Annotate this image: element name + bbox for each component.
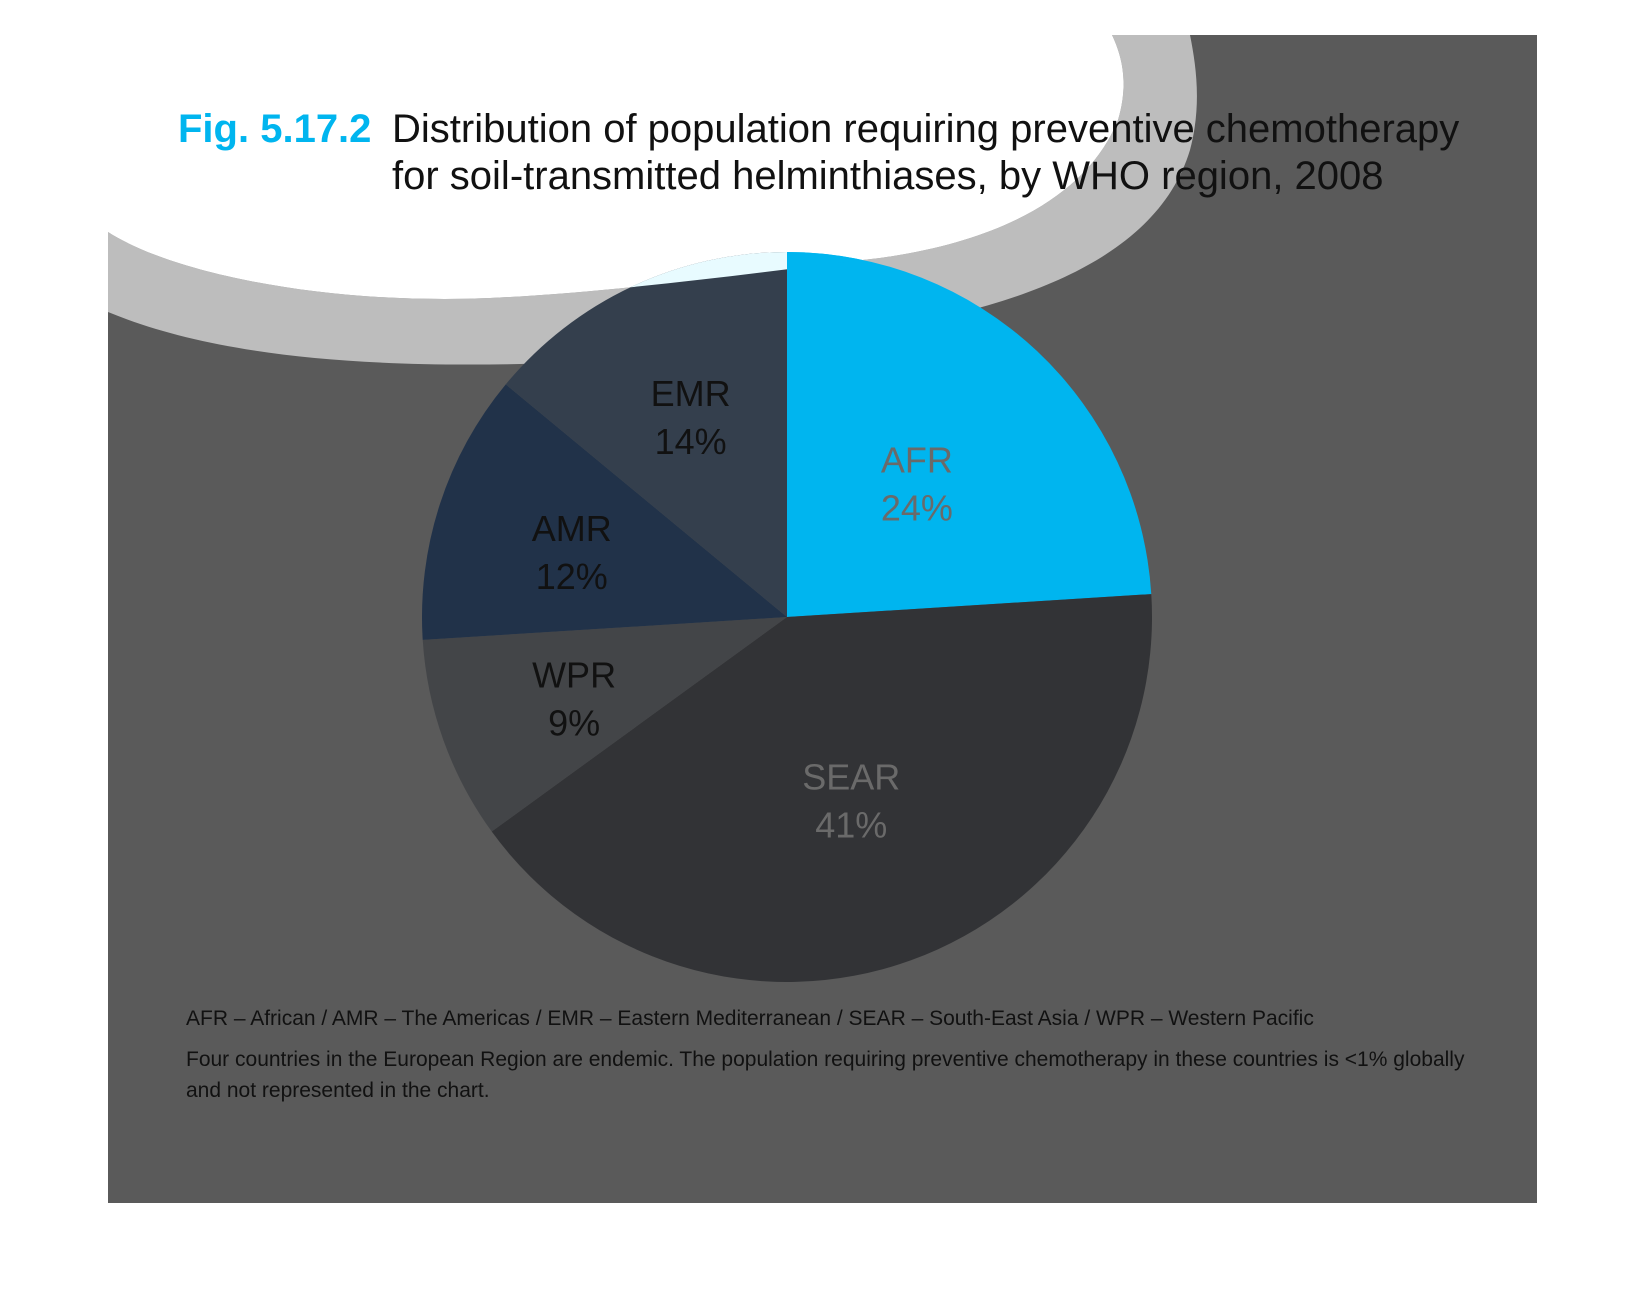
chart-title-line-1: Distribution of population requiring pre…	[392, 107, 1459, 151]
pie-chart: AFR 24% SEAR 41% WPR 9% AMR 12% EMR 14%	[422, 252, 1153, 983]
slice-value-amr: 12%	[536, 556, 608, 597]
cloud-shape	[0, 0, 1124, 299]
slice-label-emr: EMR	[651, 373, 731, 414]
slice-value-sear: 41%	[815, 805, 887, 846]
pie-slice-sear	[491, 594, 1153, 983]
pie-slice-amr	[422, 384, 787, 640]
region-legend: AFR – African / AMR – The Americas / EMR…	[186, 1007, 1314, 1030]
pie-slice-wpr	[422, 617, 787, 832]
europe-note-line-1: Four countries in the European Region ar…	[186, 1048, 1465, 1071]
slice-label-amr: AMR	[532, 508, 612, 549]
slice-value-wpr: 9%	[548, 703, 600, 744]
slice-value-afr: 24%	[881, 488, 953, 529]
slice-label-wpr: WPR	[532, 655, 616, 696]
pie-slice-afr	[787, 252, 1152, 617]
figure-number: Fig. 5.17.2	[178, 107, 371, 151]
chart-title-line-2: for soil-transmitted helminthiases, by W…	[392, 154, 1384, 198]
pie-slice-emr	[505, 252, 787, 617]
slice-value-emr: 14%	[655, 421, 727, 462]
europe-note-line-2: and not represented in the chart.	[186, 1079, 490, 1102]
slice-label-afr: AFR	[881, 440, 953, 481]
slice-label-sear: SEAR	[802, 757, 900, 798]
